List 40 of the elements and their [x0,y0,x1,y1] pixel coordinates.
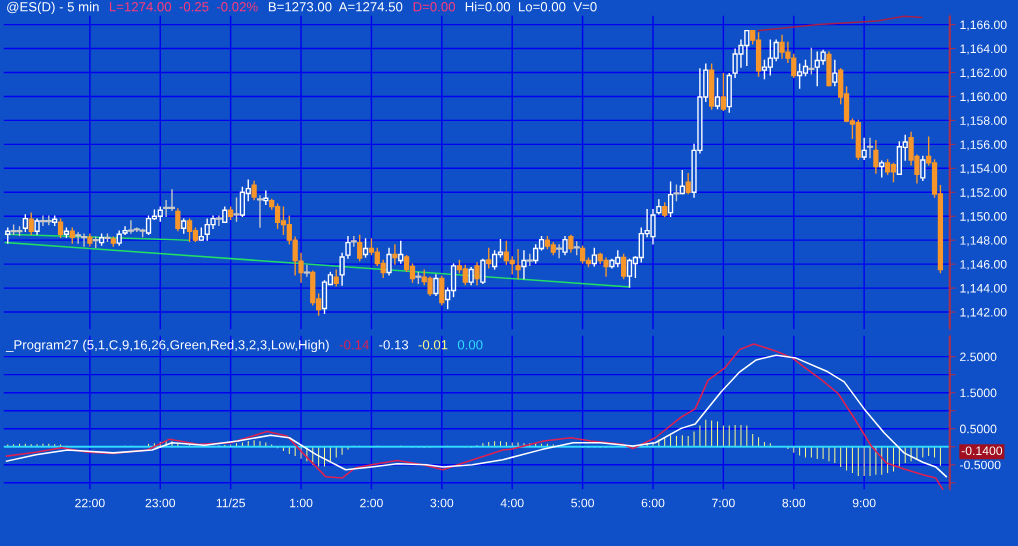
x-tick-label: 9:00 [852,498,876,508]
y-tick-label: 1,152.00 [960,188,1007,199]
y-tick-label: 1,150.00 [960,212,1007,223]
y-tick-label: 1,144.00 [960,283,1007,295]
text: -0.01 [418,340,448,350]
text: L=1274.00 -0.25 -0.02% [109,2,258,12]
y-tick-label: 1,156.00 [960,140,1007,151]
text: -0.14 [339,340,369,350]
y-tick-label: 1,164.00 [960,44,1007,55]
y-tick-label: 1,162.00 [960,68,1007,79]
x-tick-label: 5:00 [571,498,595,508]
x-tick-label: 8:00 [782,498,806,508]
text: -0.13 [379,340,409,350]
y-tick-label: 1,166.00 [960,20,1007,31]
x-tick-label: 11/25 [216,498,245,508]
ref-line-label: 0.00 [457,340,483,350]
y-tick-label: 1,146.00 [960,260,1007,271]
y-tick-label: 0.5000 [959,424,997,434]
x-tick-label: 1:00 [290,498,313,508]
y-tick-label: 1,148.00 [960,236,1007,247]
x-tick-label: 3:00 [430,498,454,508]
chart-title: _Program27 (5,1,C,9,16,26,Green,Red,3,2,3,Low,High) [5,339,329,353]
y-tick-label: -0.5000 [960,460,1001,470]
x-tick-label: 2:00 [360,498,383,508]
y-tick-label: 1,154.00 [960,164,1007,175]
y-tick-label: 1,160.00 [960,92,1007,103]
x-tick-label: 4:00 [500,498,524,508]
chart-title: @ES(D) - 5 min [7,1,99,15]
y-tick-label: 1.5000 [960,388,997,398]
x-tick-label: 6:00 [641,498,665,508]
y-tick-label: 1,142.00 [960,307,1007,319]
text: D=0.00 [413,2,456,12]
text: B=1273.00 A=1274.50 [268,2,403,12]
x-tick-label: 7:00 [712,498,735,508]
y-tick-label: 1,158.00 [960,116,1007,127]
x-tick-label: 22:00 [75,498,105,508]
x-tick-label: 23:00 [145,498,176,508]
y-tick-label: 2.5000 [960,352,997,362]
annotation: -0.1400 [961,446,1003,456]
text: Hi=0.00 Lo=0.00 V=0 [465,1,597,12]
